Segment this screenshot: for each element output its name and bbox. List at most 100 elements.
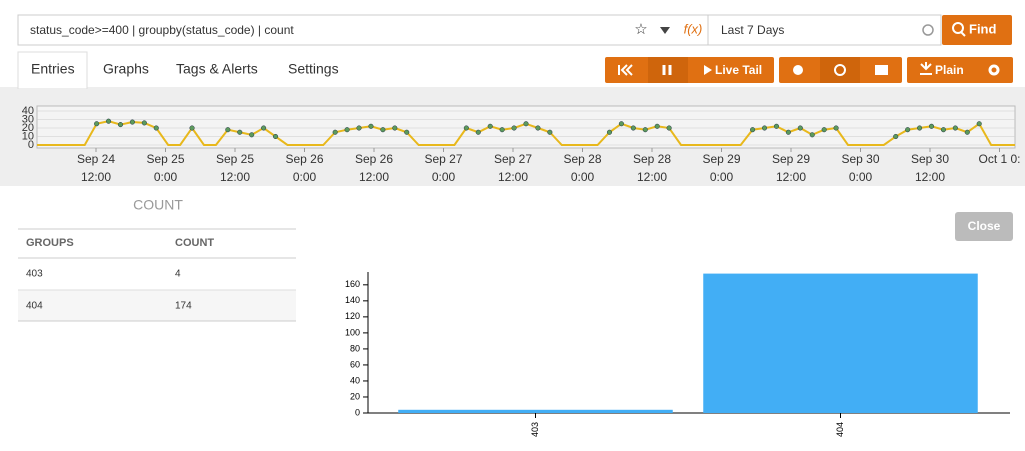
x-tick-label: 12:00 [637,170,667,184]
x-tick-label: 12:00 [915,170,945,184]
timeline-point [94,121,100,127]
bar [398,409,673,413]
timeline-point [940,127,946,133]
timeline-point [141,120,147,126]
timeline-point [952,125,958,131]
timeline-point [928,123,935,129]
x-tick-label: 12:00 [81,170,111,184]
y-tick-label: 60 [350,359,360,369]
x-tick-label: Sep 27 [424,152,462,166]
download-icon[interactable] [920,62,932,75]
timeline-point [523,121,529,127]
x-tick-label: 12:00 [359,170,389,184]
tab[interactable]: Settings [288,61,339,77]
rewind-icon[interactable] [618,64,633,76]
y-tick-label: 20 [350,391,360,401]
x-tick-label: Oct 1 0: [978,152,1020,166]
timeline-point [654,123,660,129]
table-cell: 404 [26,301,43,312]
x-tick-label: Sep 27 [494,152,532,166]
clock-icon [834,64,846,76]
timeline-point [547,129,553,135]
timeline-point [237,129,243,135]
pause-button[interactable] [648,57,688,83]
timeline-point [225,127,231,133]
timeline-point [380,127,386,133]
x-tick-label: Sep 24 [77,152,115,166]
timeline-point [249,132,255,138]
timeline-point [905,127,911,133]
x-tick-label: 0:00 [154,170,178,184]
refresh-icon[interactable] [922,24,934,36]
timeline-point [356,125,362,131]
timeline-point [606,129,613,135]
pie-icon[interactable] [793,65,803,75]
live-tail-label[interactable]: Live Tail [715,63,762,77]
timeline-point [272,133,279,140]
settings-icon[interactable] [988,64,1000,76]
y-tick-label: 0 [355,407,360,417]
timeline-point [964,129,970,135]
tab[interactable]: Entries [31,61,75,77]
timeline-point [893,133,899,140]
timeline-point [463,125,469,131]
y-tick-label: 30 [22,113,34,125]
x-tick-label: Sep 25 [216,152,254,166]
timeline-point [511,125,517,131]
x-tick-label: 403 [530,422,540,437]
table-cell: 403 [26,269,43,280]
tab[interactable]: Graphs [103,61,149,77]
tab[interactable]: Tags & Alerts [176,61,258,77]
timeline-point [750,127,756,133]
x-tick-label: Sep 28 [563,152,601,166]
star-icon[interactable]: ☆ [634,21,647,38]
timeline-point [475,129,481,135]
x-tick-label: 12:00 [220,170,250,184]
x-tick-label: 12:00 [776,170,806,184]
timeline-point [487,123,493,129]
timeline-point [404,129,410,135]
x-tick-label: 12:00 [498,170,528,184]
timeline-point [618,121,624,127]
y-tick-label: 10 [22,130,34,142]
x-tick-label: 404 [835,422,845,437]
y-tick-label: 100 [345,327,360,337]
y-tick-label: 140 [345,295,360,305]
timeline-point [332,129,338,135]
time-range-label: Last 7 Days [721,23,784,37]
search-box[interactable] [17,14,709,46]
x-tick-label: Sep 26 [355,152,393,166]
y-tick-label: 120 [345,311,360,321]
close-label: Close [968,219,1001,233]
list-icon[interactable] [875,65,888,75]
find-icon [952,22,964,34]
x-tick-label: 0:00 [293,170,317,184]
time-range[interactable] [707,14,942,46]
timeline-point [189,125,195,131]
x-tick-label: Sep 29 [772,152,810,166]
x-tick-label: 0:00 [849,170,873,184]
dropdown-icon[interactable] [660,27,670,34]
timeline-point [392,125,398,131]
close-button[interactable] [955,212,1013,241]
y-tick-label: 0 [28,139,34,151]
timeline-point [917,125,923,131]
timeline-point [821,127,827,133]
timeline-point [117,122,124,128]
plain-label[interactable]: Plain [935,63,964,77]
timeline-point [106,118,112,124]
timeline-point [535,125,541,131]
x-tick-label: Sep 28 [633,152,671,166]
fx-button[interactable]: f(x) [684,21,703,36]
x-tick-label: Sep 30 [841,152,879,166]
timeline-point [833,125,839,131]
table-row-bg [18,290,296,321]
pause-icon [662,65,672,75]
x-tick-label: 0:00 [432,170,456,184]
clock-button[interactable] [820,57,860,83]
timeline-point [797,125,803,131]
bar [703,273,978,413]
timeline-point [666,125,672,131]
find-label: Find [969,21,996,36]
